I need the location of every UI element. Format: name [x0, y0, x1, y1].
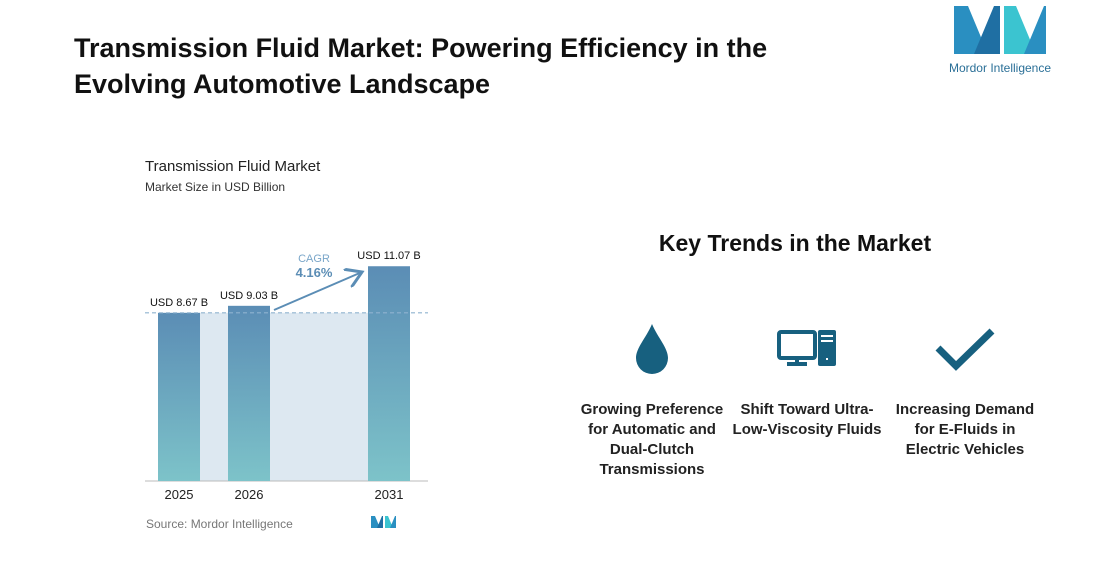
trends-heading: Key Trends in the Market — [658, 230, 932, 256]
trend-label: Increasing Demand for E-Fluids in Electr… — [895, 401, 1035, 458]
trend-item: Increasing Demand for E-Fluids in Electr… — [890, 320, 1040, 460]
drop-icon — [636, 324, 668, 374]
logo-text: Mordor Intelligence — [948, 61, 1052, 75]
source-logo-icon — [371, 516, 396, 528]
checkmark-icon — [935, 328, 995, 371]
logo-icon — [954, 6, 1046, 54]
data-label: USD 9.03 B — [220, 290, 278, 302]
page-title: Transmission Fluid Market: Powering Effi… — [74, 33, 768, 99]
chart-source: Source: Mordor Intelligence — [146, 517, 293, 531]
cagr-value: 4.16% — [296, 265, 333, 280]
trend-item: Shift Toward Ultra-Low-Viscosity Fluids — [732, 320, 882, 440]
cagr-arrow — [273, 272, 362, 311]
chart-subtitle: Market Size in USD Billion — [145, 180, 286, 194]
trend-label: Growing Preference for Automatic and Dua… — [580, 401, 724, 478]
trend-item: Growing Preference for Automatic and Dua… — [577, 320, 727, 480]
logo: Mordor Intelligence — [944, 6, 1056, 75]
x-tick-label: 2031 — [375, 487, 404, 502]
x-tick-label: 2026 — [235, 487, 264, 502]
cagr-label: CAGR — [298, 253, 330, 265]
bar-2031 — [368, 266, 410, 481]
chart-title: Transmission Fluid Market — [145, 158, 321, 175]
shaded-area — [200, 312, 368, 481]
data-label: USD 11.07 B — [357, 250, 420, 262]
x-tick-label: 2025 — [165, 487, 194, 502]
computer-icon — [777, 330, 836, 366]
bar-chart: USD 8.67 B 2025 USD 9.03 B 2026 USD 11.07 B 2… — [145, 250, 428, 528]
trend-label: Shift Toward Ultra-Low-Viscosity Fluids — [732, 401, 882, 438]
data-label: USD 8.67 B — [150, 297, 208, 309]
bar-2026 — [228, 305, 270, 481]
bar-2025 — [158, 312, 200, 481]
